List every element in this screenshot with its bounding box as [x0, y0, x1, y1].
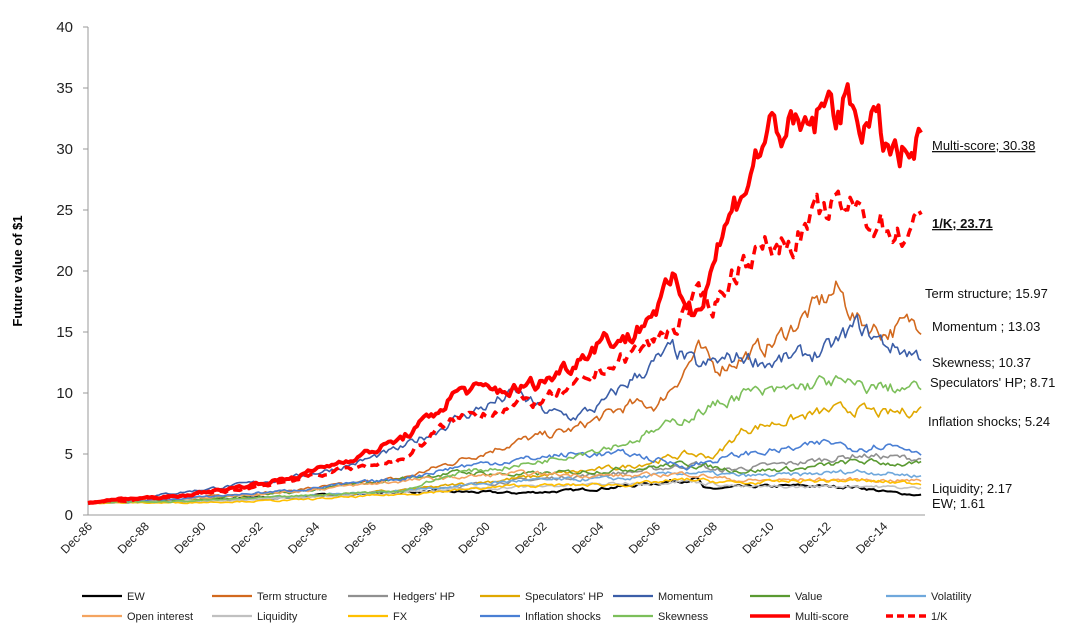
series-line-multi-score	[87, 82, 923, 506]
series-line-fx	[87, 477, 922, 505]
end-label: Inflation shocks; 5.24	[928, 414, 1050, 429]
x-tick-label: Dec-96	[342, 519, 379, 556]
legend-label: Skewness	[658, 611, 709, 623]
y-axis: 0 5 10 15 20 25 30 35 40	[56, 19, 89, 524]
legend-label: Value	[795, 591, 822, 603]
y-tick-label: 10	[56, 385, 73, 402]
x-tick-label: Dec-00	[455, 519, 492, 556]
end-label: EW; 1.61	[932, 496, 985, 511]
legend: EW Term structure Hedgers' HP Speculators' …	[82, 591, 972, 623]
legend-label: Speculators' HP	[525, 591, 604, 603]
y-tick-label: 5	[65, 446, 73, 463]
x-tick-label: Dec-06	[626, 519, 663, 556]
y-tick-label: 20	[56, 263, 73, 280]
end-label: Skewness; 10.37	[932, 355, 1031, 370]
x-tick-label: Dec-10	[739, 519, 776, 556]
x-tick-label: Dec-14	[853, 519, 890, 556]
end-label: Multi-score; 30.38	[932, 138, 1035, 153]
series-line-momentum	[87, 314, 922, 505]
legend-label: FX	[393, 611, 408, 623]
legend-label: Momentum	[658, 591, 713, 603]
x-tick-label: Dec-86	[58, 519, 95, 556]
x-tick-label: Dec-12	[796, 519, 833, 556]
series-line-1-k	[87, 189, 923, 505]
legend-label: Liquidity	[257, 611, 298, 623]
end-label: Momentum ; 13.03	[932, 319, 1040, 334]
x-axis: Dec-86 Dec-88 Dec-90 Dec-92 Dec-94 Dec-96 Dec-…	[58, 514, 925, 556]
x-tick-label: Dec-94	[285, 519, 322, 556]
y-tick-label: 0	[65, 507, 73, 524]
end-label: 1/K; 23.71	[932, 216, 993, 231]
x-tick-label: Dec-98	[399, 519, 436, 556]
legend-label: Term structure	[257, 591, 327, 603]
x-tick-label: Dec-90	[171, 519, 208, 556]
x-tick-label: Dec-92	[228, 519, 265, 556]
end-label: Liquidity; 2.17	[932, 481, 1012, 496]
legend-label: 1/K	[931, 611, 948, 623]
y-tick-label: 15	[56, 324, 73, 341]
y-tick-label: 35	[56, 80, 73, 97]
series-line-inflation-shocks	[87, 438, 922, 505]
series-lines	[87, 82, 923, 506]
y-axis-title: Future value of $1	[10, 215, 25, 326]
x-tick-label: Dec-08	[683, 519, 720, 556]
legend-label: Volatility	[931, 591, 972, 603]
y-tick-label: 25	[56, 202, 73, 219]
end-labels: Multi-score; 30.38 1/K; 23.71 Term structu…	[925, 138, 1055, 511]
series-line-skewness	[87, 374, 922, 505]
legend-label: Inflation shocks	[525, 611, 601, 623]
legend-label: Multi-score	[795, 611, 849, 623]
end-label: Term structure; 15.97	[925, 286, 1048, 301]
legend-label: Hedgers' HP	[393, 591, 455, 603]
y-tick-label: 40	[56, 19, 73, 36]
x-tick-label: Dec-02	[512, 519, 549, 556]
y-tick-label: 30	[56, 141, 73, 158]
x-tick-label: Dec-04	[569, 519, 606, 556]
legend-label: EW	[127, 591, 145, 603]
end-label: Speculators' HP; 8.71	[930, 375, 1055, 390]
legend-label: Open interest	[127, 611, 193, 623]
x-tick-label: Dec-88	[115, 519, 152, 556]
